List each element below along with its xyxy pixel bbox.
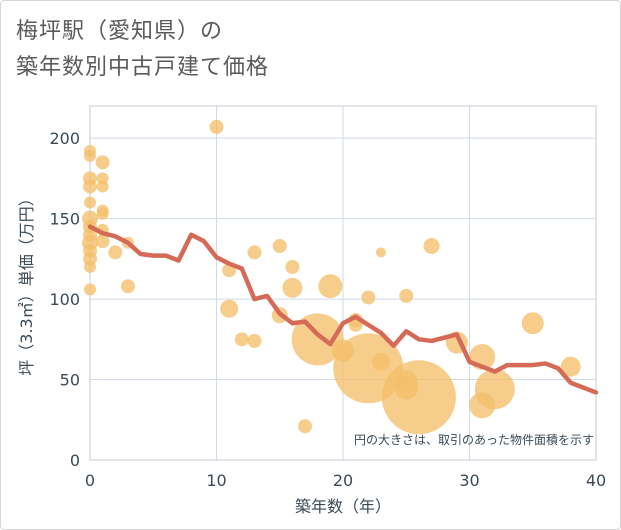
bubble-point-11 xyxy=(84,260,96,273)
bubble-point-25 xyxy=(220,299,239,318)
trend-line-layer xyxy=(87,224,599,395)
bubble-point-13 xyxy=(95,155,110,170)
bubble-point-22 xyxy=(120,279,135,294)
bubble-point-20 xyxy=(108,245,123,260)
bubble-point-43 xyxy=(399,288,414,303)
bubble-layer xyxy=(82,119,581,435)
bubble-point-19 xyxy=(95,234,110,249)
chart-title: 梅坪駅（愛知県）の 築年数別中古戸建て価格 xyxy=(16,14,269,86)
x-tick-label-3: 30 xyxy=(459,471,479,490)
bubble-point-12 xyxy=(84,283,96,296)
bubble-point-29 xyxy=(272,238,287,253)
bubble-point-26 xyxy=(234,332,249,347)
bubble-point-1 xyxy=(84,149,96,162)
bubble-point-23 xyxy=(209,119,224,134)
bubble-point-4 xyxy=(84,196,96,209)
x-axis-title: 築年数（年） xyxy=(295,497,391,516)
bubble-point-33 xyxy=(298,419,313,434)
bubble-point-28 xyxy=(247,333,262,348)
x-axis-ticks: 0 10 20 30 40 xyxy=(85,471,606,490)
grid-lines xyxy=(89,106,597,461)
bubble-point-52 xyxy=(521,312,544,335)
bubble-point-31 xyxy=(285,259,300,274)
y-tick-label-3: 150 xyxy=(49,210,80,229)
bubble-point-34 xyxy=(291,313,344,366)
chart-title-line1: 梅坪駅（愛知県）の xyxy=(16,19,224,44)
y-tick-label-1: 50 xyxy=(60,371,80,390)
bubble-point-47 xyxy=(423,237,440,254)
x-tick-label-4: 40 xyxy=(586,471,606,490)
y-axis-ticks: 0 50 100 150 200 xyxy=(49,129,80,470)
bubble-point-51 xyxy=(474,369,515,410)
bubble-point-46 xyxy=(381,360,456,435)
y-tick-label-0: 0 xyxy=(70,451,80,470)
bubble-size-note: 円の大きさは、取引のあった物件面積を示す xyxy=(354,432,594,447)
bubble-point-15 xyxy=(96,180,109,193)
chart-title-line2: 築年数別中古戸建て価格 xyxy=(16,55,270,80)
bubble-point-3 xyxy=(83,179,97,194)
bubble-point-41 xyxy=(375,247,386,258)
bubble-point-39 xyxy=(361,290,376,305)
bubble-point-42 xyxy=(371,352,390,371)
x-tick-label-0: 0 xyxy=(85,471,95,490)
bubble-point-32 xyxy=(282,277,303,298)
x-tick-label-1: 10 xyxy=(206,471,226,490)
bubble-point-35 xyxy=(318,274,343,299)
x-tick-label-2: 20 xyxy=(333,471,353,490)
bubble-point-27 xyxy=(247,245,262,260)
bubble-point-17 xyxy=(96,207,109,220)
y-axis-title: 坪（3.3㎡）単価（万円） xyxy=(17,190,36,375)
y-tick-label-4: 200 xyxy=(49,129,80,148)
bubble-point-53 xyxy=(560,356,581,377)
y-tick-label-2: 100 xyxy=(49,290,80,309)
trend-line xyxy=(87,224,599,395)
plot-area xyxy=(89,105,597,461)
